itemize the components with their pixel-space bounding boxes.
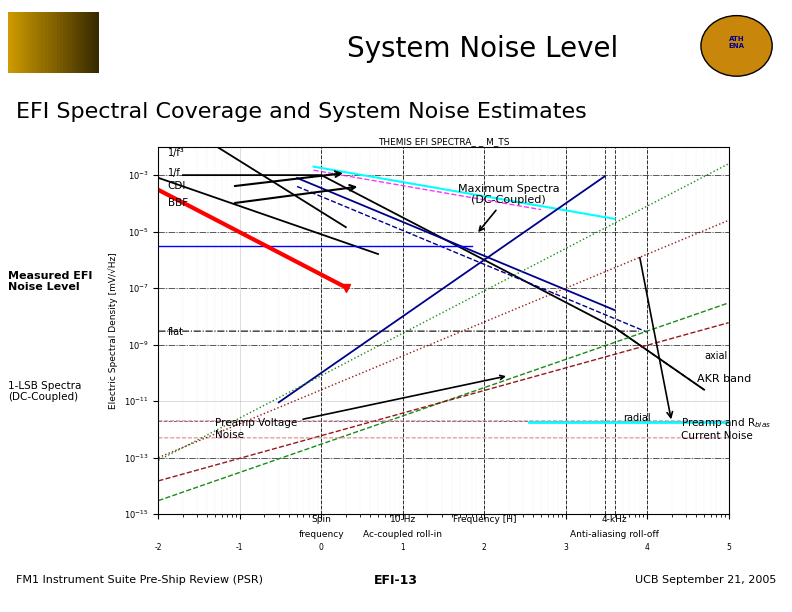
Text: EFI-13: EFI-13 — [374, 573, 418, 586]
Text: 1-LSB Spectra
(DC-Coupled): 1-LSB Spectra (DC-Coupled) — [8, 381, 82, 403]
Bar — [84, 12, 87, 73]
Text: FM1 Instrument Suite Pre-Ship Review (PSR): FM1 Instrument Suite Pre-Ship Review (PS… — [16, 575, 263, 585]
Text: THEMIS: THEMIS — [128, 32, 211, 51]
Text: 4: 4 — [645, 543, 649, 552]
Bar — [72, 12, 75, 73]
Text: Anti-aliasing roll-off: Anti-aliasing roll-off — [570, 530, 659, 539]
Bar — [20, 12, 23, 73]
Bar — [81, 12, 84, 73]
Text: CDI: CDI — [168, 181, 186, 192]
Text: ATH
ENA: ATH ENA — [729, 36, 744, 49]
Bar — [93, 12, 97, 73]
Bar — [66, 12, 69, 73]
Bar — [75, 12, 78, 73]
Text: 4-kHz: 4-kHz — [602, 515, 627, 524]
Text: Ac-coupled roll-in: Ac-coupled roll-in — [364, 530, 442, 539]
Bar — [29, 12, 32, 73]
Bar — [54, 12, 57, 73]
Bar — [11, 12, 14, 73]
Text: Preamp Voltage
Noise: Preamp Voltage Noise — [215, 375, 505, 440]
Bar — [63, 12, 66, 73]
Text: 1/f: 1/f — [168, 168, 181, 178]
Text: System Noise Level: System Noise Level — [347, 35, 618, 63]
Text: radial: radial — [623, 413, 650, 423]
Bar — [59, 12, 63, 73]
Title: THEMIS EFI SPECTRA_ _ M_TS: THEMIS EFI SPECTRA_ _ M_TS — [378, 137, 509, 146]
Text: 1/f³: 1/f³ — [168, 148, 185, 158]
Text: Frequency [H]: Frequency [H] — [452, 515, 516, 524]
Text: 0: 0 — [319, 543, 324, 552]
Bar — [97, 12, 100, 73]
Bar — [90, 12, 93, 73]
Bar — [44, 12, 48, 73]
Text: Measured EFI
Noise Level: Measured EFI Noise Level — [8, 271, 93, 293]
Text: flat: flat — [168, 327, 184, 337]
Text: 3: 3 — [563, 543, 568, 552]
Text: Maximum Spectra
(DC-Coupled): Maximum Spectra (DC-Coupled) — [458, 184, 560, 231]
Bar — [8, 12, 11, 73]
Text: 5: 5 — [726, 543, 731, 552]
Bar — [69, 12, 72, 73]
Text: UCB September 21, 2005: UCB September 21, 2005 — [634, 575, 776, 585]
Bar — [41, 12, 44, 73]
Bar — [87, 12, 90, 73]
Text: BBF: BBF — [168, 198, 188, 208]
Bar — [38, 12, 41, 73]
Circle shape — [701, 16, 772, 76]
Text: -1: -1 — [236, 543, 244, 552]
Bar — [14, 12, 17, 73]
Bar — [51, 12, 54, 73]
Text: EFI Spectral Coverage and System Noise Estimates: EFI Spectral Coverage and System Noise E… — [16, 102, 587, 122]
Text: -2: -2 — [154, 543, 162, 552]
Bar — [78, 12, 81, 73]
Bar — [17, 12, 20, 73]
Bar — [32, 12, 36, 73]
Text: Preamp and R$_{bias}$
Current Noise: Preamp and R$_{bias}$ Current Noise — [681, 416, 771, 441]
Text: AKR band: AKR band — [697, 375, 751, 384]
Bar — [36, 12, 38, 73]
Bar — [23, 12, 26, 73]
Text: Spin: Spin — [311, 515, 331, 524]
Bar — [48, 12, 51, 73]
Y-axis label: Electric Spectral Density [mV/√Hz]: Electric Spectral Density [mV/√Hz] — [109, 252, 119, 409]
Text: frequency: frequency — [299, 530, 345, 539]
Text: 10-Hz: 10-Hz — [390, 515, 416, 524]
Bar — [26, 12, 29, 73]
Bar — [57, 12, 59, 73]
Text: axial: axial — [704, 351, 727, 361]
Text: 1: 1 — [401, 543, 406, 552]
Text: 2: 2 — [482, 543, 486, 552]
